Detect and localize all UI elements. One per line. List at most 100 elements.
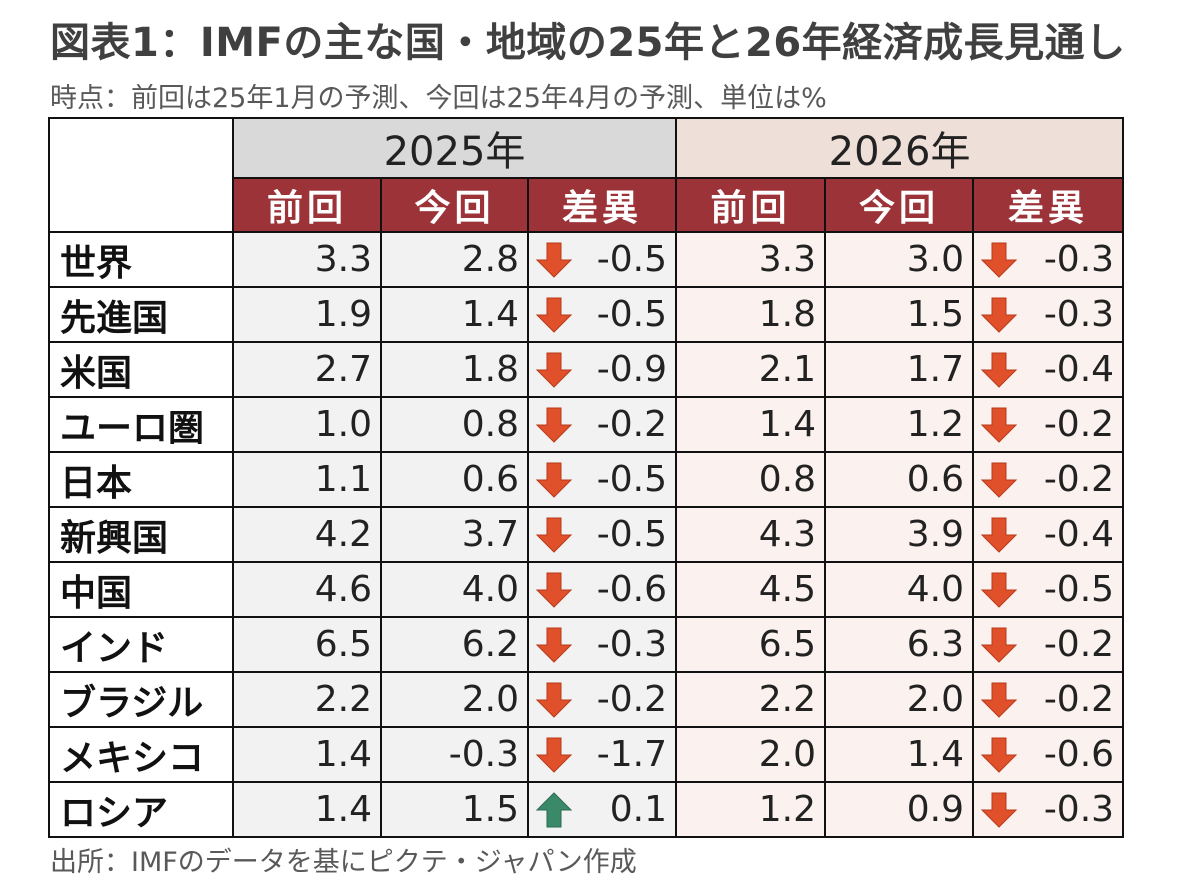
down-arrow-icon <box>980 572 1018 608</box>
diff-value: 0.1 <box>609 789 668 830</box>
cell-curr-y2026: 4.0 <box>824 561 975 618</box>
row-label: ユーロ圏 <box>48 396 234 453</box>
cell-prev-y2026: 2.1 <box>675 341 827 398</box>
cell-curr-y2025: -0.3 <box>380 726 529 783</box>
down-arrow-icon <box>980 242 1018 278</box>
col-header-prev-2025: 前回 <box>232 177 382 233</box>
cell-curr-y2025: 2.8 <box>380 231 529 288</box>
row-label: メキシコ <box>48 726 234 783</box>
row-label: ブラジル <box>48 671 234 728</box>
down-arrow-icon <box>535 242 573 278</box>
cell-curr-y2026: 3.9 <box>824 506 975 563</box>
cell-curr-y2025: 1.8 <box>380 341 529 398</box>
row-label: ロシア <box>48 781 234 838</box>
cell-curr-y2026: 0.9 <box>824 781 975 838</box>
down-arrow-icon <box>980 297 1018 333</box>
cell-prev-y2026: 2.2 <box>675 671 827 728</box>
cell-diff-y2025: -1.7 <box>526 726 678 783</box>
cell-prev-y2026: 2.0 <box>675 726 827 783</box>
cell-diff-y2025: -0.5 <box>526 231 678 288</box>
down-arrow-icon <box>980 682 1018 718</box>
cell-curr-y2026: 1.5 <box>824 286 975 343</box>
cell-diff-y2026: -0.4 <box>972 341 1125 398</box>
cell-diff-y2025: -0.2 <box>526 396 678 453</box>
table-row: インド 6.5 6.2 -0.3 6.5 6.3 -0.2 <box>48 616 1125 673</box>
chart-title: 図表1：IMFの主な国・地域の25年と26年経済成長見通し <box>50 20 1126 66</box>
cell-curr-y2025: 2.0 <box>380 671 529 728</box>
cell-curr-y2025: 3.7 <box>380 506 529 563</box>
diff-value: -0.3 <box>596 624 668 665</box>
down-arrow-icon <box>535 737 573 773</box>
down-arrow-icon <box>535 627 573 663</box>
down-arrow-icon <box>535 682 573 718</box>
table-row: 先進国 1.9 1.4 -0.5 1.8 1.5 -0.3 <box>48 286 1125 343</box>
cell-prev-y2025: 4.6 <box>232 561 382 618</box>
diff-value: -0.4 <box>1043 514 1115 555</box>
cell-curr-y2025: 1.4 <box>380 286 529 343</box>
cell-curr-y2026: 1.7 <box>824 341 975 398</box>
cell-curr-y2025: 6.2 <box>380 616 529 673</box>
col-header-diff-2025: 差異 <box>526 177 678 233</box>
table-body: 世界 3.3 2.8 -0.5 3.3 3.0 -0.3 先進国 1.9 1.4 -0.5 1.8 1.… <box>48 231 1125 838</box>
table-row: 世界 3.3 2.8 -0.5 3.3 3.0 -0.3 <box>48 231 1125 288</box>
row-label: 先進国 <box>48 286 234 343</box>
down-arrow-icon <box>535 407 573 443</box>
diff-value: -1.7 <box>596 734 668 775</box>
col-header-curr-2026: 今回 <box>824 177 975 233</box>
cell-curr-y2025: 1.5 <box>380 781 529 838</box>
cell-prev-y2026: 6.5 <box>675 616 827 673</box>
diff-value: -0.2 <box>596 404 668 445</box>
cell-diff-y2026: -0.4 <box>972 506 1125 563</box>
diff-value: -0.2 <box>1043 404 1115 445</box>
cell-prev-y2026: 3.3 <box>675 231 827 288</box>
cell-diff-y2025: -0.5 <box>526 506 678 563</box>
down-arrow-icon <box>535 462 573 498</box>
cell-diff-y2026: -0.3 <box>972 231 1125 288</box>
cell-diff-y2025: -0.2 <box>526 671 678 728</box>
cell-curr-y2026: 3.0 <box>824 231 975 288</box>
cell-diff-y2026: -0.3 <box>972 781 1125 838</box>
diff-value: -0.5 <box>596 514 668 555</box>
cell-diff-y2026: -0.3 <box>972 286 1125 343</box>
cell-diff-y2026: -0.2 <box>972 396 1125 453</box>
cell-diff-y2026: -0.2 <box>972 616 1125 673</box>
table-row: 米国 2.7 1.8 -0.9 2.1 1.7 -0.4 <box>48 341 1125 398</box>
table-row: 新興国 4.2 3.7 -0.5 4.3 3.9 -0.4 <box>48 506 1125 563</box>
cell-diff-y2026: -0.2 <box>972 671 1125 728</box>
cell-curr-y2025: 4.0 <box>380 561 529 618</box>
cell-prev-y2025: 1.4 <box>232 781 382 838</box>
cell-prev-y2026: 4.5 <box>675 561 827 618</box>
cell-diff-y2026: -0.5 <box>972 561 1125 618</box>
cell-prev-y2026: 4.3 <box>675 506 827 563</box>
cell-diff-y2025: -0.6 <box>526 561 678 618</box>
down-arrow-icon <box>980 352 1018 388</box>
cell-prev-y2025: 2.7 <box>232 341 382 398</box>
diff-value: -0.4 <box>1043 349 1115 390</box>
down-arrow-icon <box>535 572 573 608</box>
col-header-curr-2025: 今回 <box>380 177 529 233</box>
col-header-prev-2026: 前回 <box>675 177 827 233</box>
diff-value: -0.5 <box>596 239 668 280</box>
row-label: 米国 <box>48 341 234 398</box>
up-arrow-icon <box>535 792 573 828</box>
table-row: メキシコ 1.4 -0.3 -1.7 2.0 1.4 -0.6 <box>48 726 1125 783</box>
diff-value: -0.5 <box>596 459 668 500</box>
diff-value: -0.3 <box>1043 239 1115 280</box>
cell-prev-y2025: 3.3 <box>232 231 382 288</box>
cell-prev-y2026: 1.4 <box>675 396 827 453</box>
table-row: ロシア 1.4 1.5 0.1 1.2 0.9 -0.3 <box>48 781 1125 838</box>
cell-diff-y2025: -0.5 <box>526 286 678 343</box>
year-header-row: 2025年 2026年 <box>48 117 1125 233</box>
diff-value: -0.2 <box>1043 624 1115 665</box>
row-label: 世界 <box>48 231 234 288</box>
cell-diff-y2025: 0.1 <box>526 781 678 838</box>
cell-diff-y2026: -0.2 <box>972 451 1125 508</box>
cell-prev-y2026: 0.8 <box>675 451 827 508</box>
down-arrow-icon <box>980 462 1018 498</box>
table-row: 中国 4.6 4.0 -0.6 4.5 4.0 -0.5 <box>48 561 1125 618</box>
diff-value: -0.2 <box>1043 679 1115 720</box>
cell-prev-y2025: 1.0 <box>232 396 382 453</box>
cell-curr-y2026: 6.3 <box>824 616 975 673</box>
cell-diff-y2025: -0.3 <box>526 616 678 673</box>
row-label: 中国 <box>48 561 234 618</box>
